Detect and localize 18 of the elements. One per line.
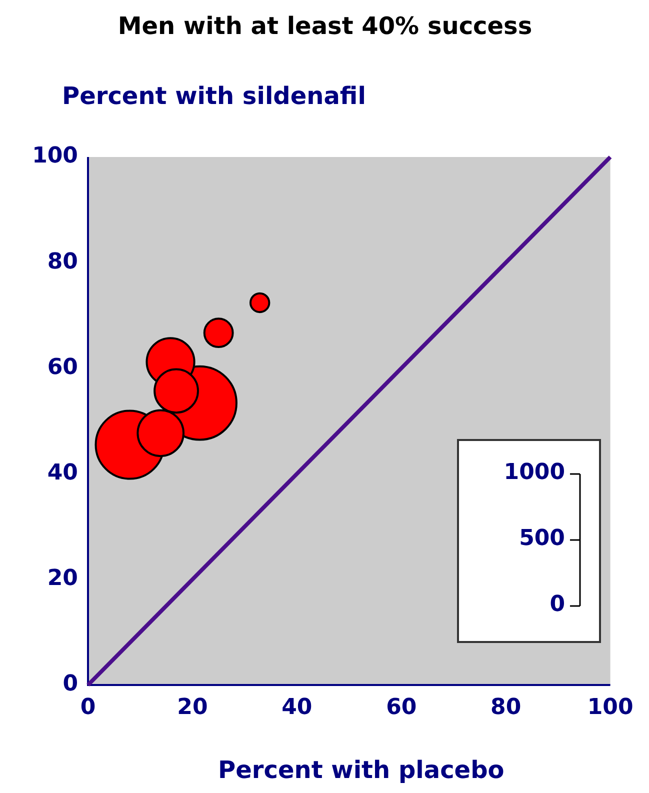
x-tick-label: 0 — [80, 694, 96, 720]
y-tick-label: 20 — [47, 566, 78, 592]
annotation: 0 — [550, 592, 565, 617]
y-axis-title: Percent with sildenafil — [62, 82, 366, 110]
chart-title: Men with at least 40% success — [118, 12, 532, 40]
y-tick-label: 60 — [47, 354, 78, 380]
x-tick-label: 80 — [490, 694, 522, 720]
y-tick-label: 40 — [47, 460, 78, 486]
y-tick-label: 0 — [62, 672, 78, 697]
y-tick-label: 80 — [47, 249, 78, 274]
x-tick-label: 100 — [587, 694, 634, 720]
x-tick-label: 60 — [386, 694, 417, 720]
y-tick-label: 100 — [32, 144, 78, 169]
x-tick-label: 20 — [177, 694, 208, 720]
annotation: 500 — [519, 526, 565, 551]
x-axis-title: Percent with placebo — [218, 756, 504, 784]
annotation: 1000 — [504, 460, 565, 485]
x-tick-label: 40 — [282, 694, 312, 720]
